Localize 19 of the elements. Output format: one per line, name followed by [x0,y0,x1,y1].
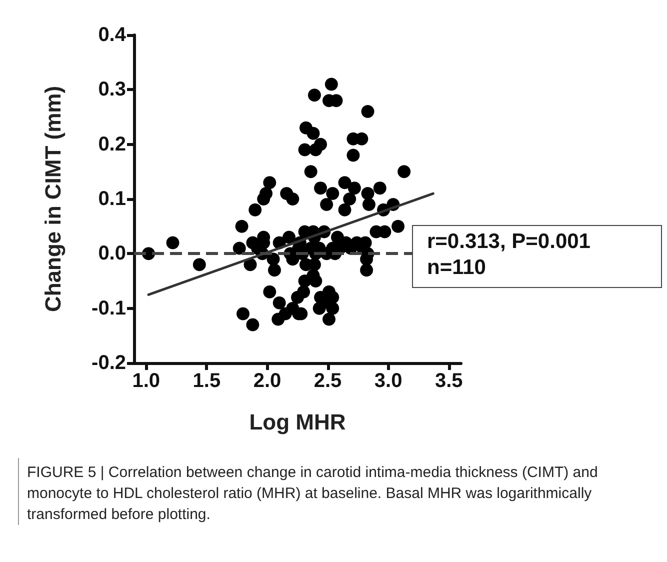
y-tick-label: 0.1 [98,188,126,210]
x-axis-title: Log MHR [249,410,346,434]
x-tick-label: 3.0 [374,370,402,392]
y-tick-label: 0.4 [98,24,127,46]
x-tick-label: 1.5 [192,370,221,392]
text-box: r=0.313, P=0.001 n=110 [412,225,662,288]
x-tick-label: 2.0 [253,370,282,392]
caption: FIGURE 5 | Correlation between change in carotid intima-media thickness (CIMT) and monocyte to HDL cholesterol ratio (MHR) at baseline. Basal MHR was logarithmically transformed before plotting. [18,458,637,525]
x-tick-label: 3.5 [434,370,463,392]
x-tick-label: 1.0 [132,370,160,392]
y-tick-label: 0.0 [98,242,126,265]
y-tick-label: -0.1 [92,297,126,320]
annotation: r=0.313, P=0.001 [427,229,592,255]
annotation: n=110 [427,255,487,281]
x-tick-label: 2.5 [314,370,342,392]
y-tick-label: 0.2 [98,133,126,156]
y-axis-title: Change in CIMT (mm) [40,86,66,312]
y-tick-label: -0.2 [92,352,126,374]
y-tick-label: 0.3 [98,78,126,101]
